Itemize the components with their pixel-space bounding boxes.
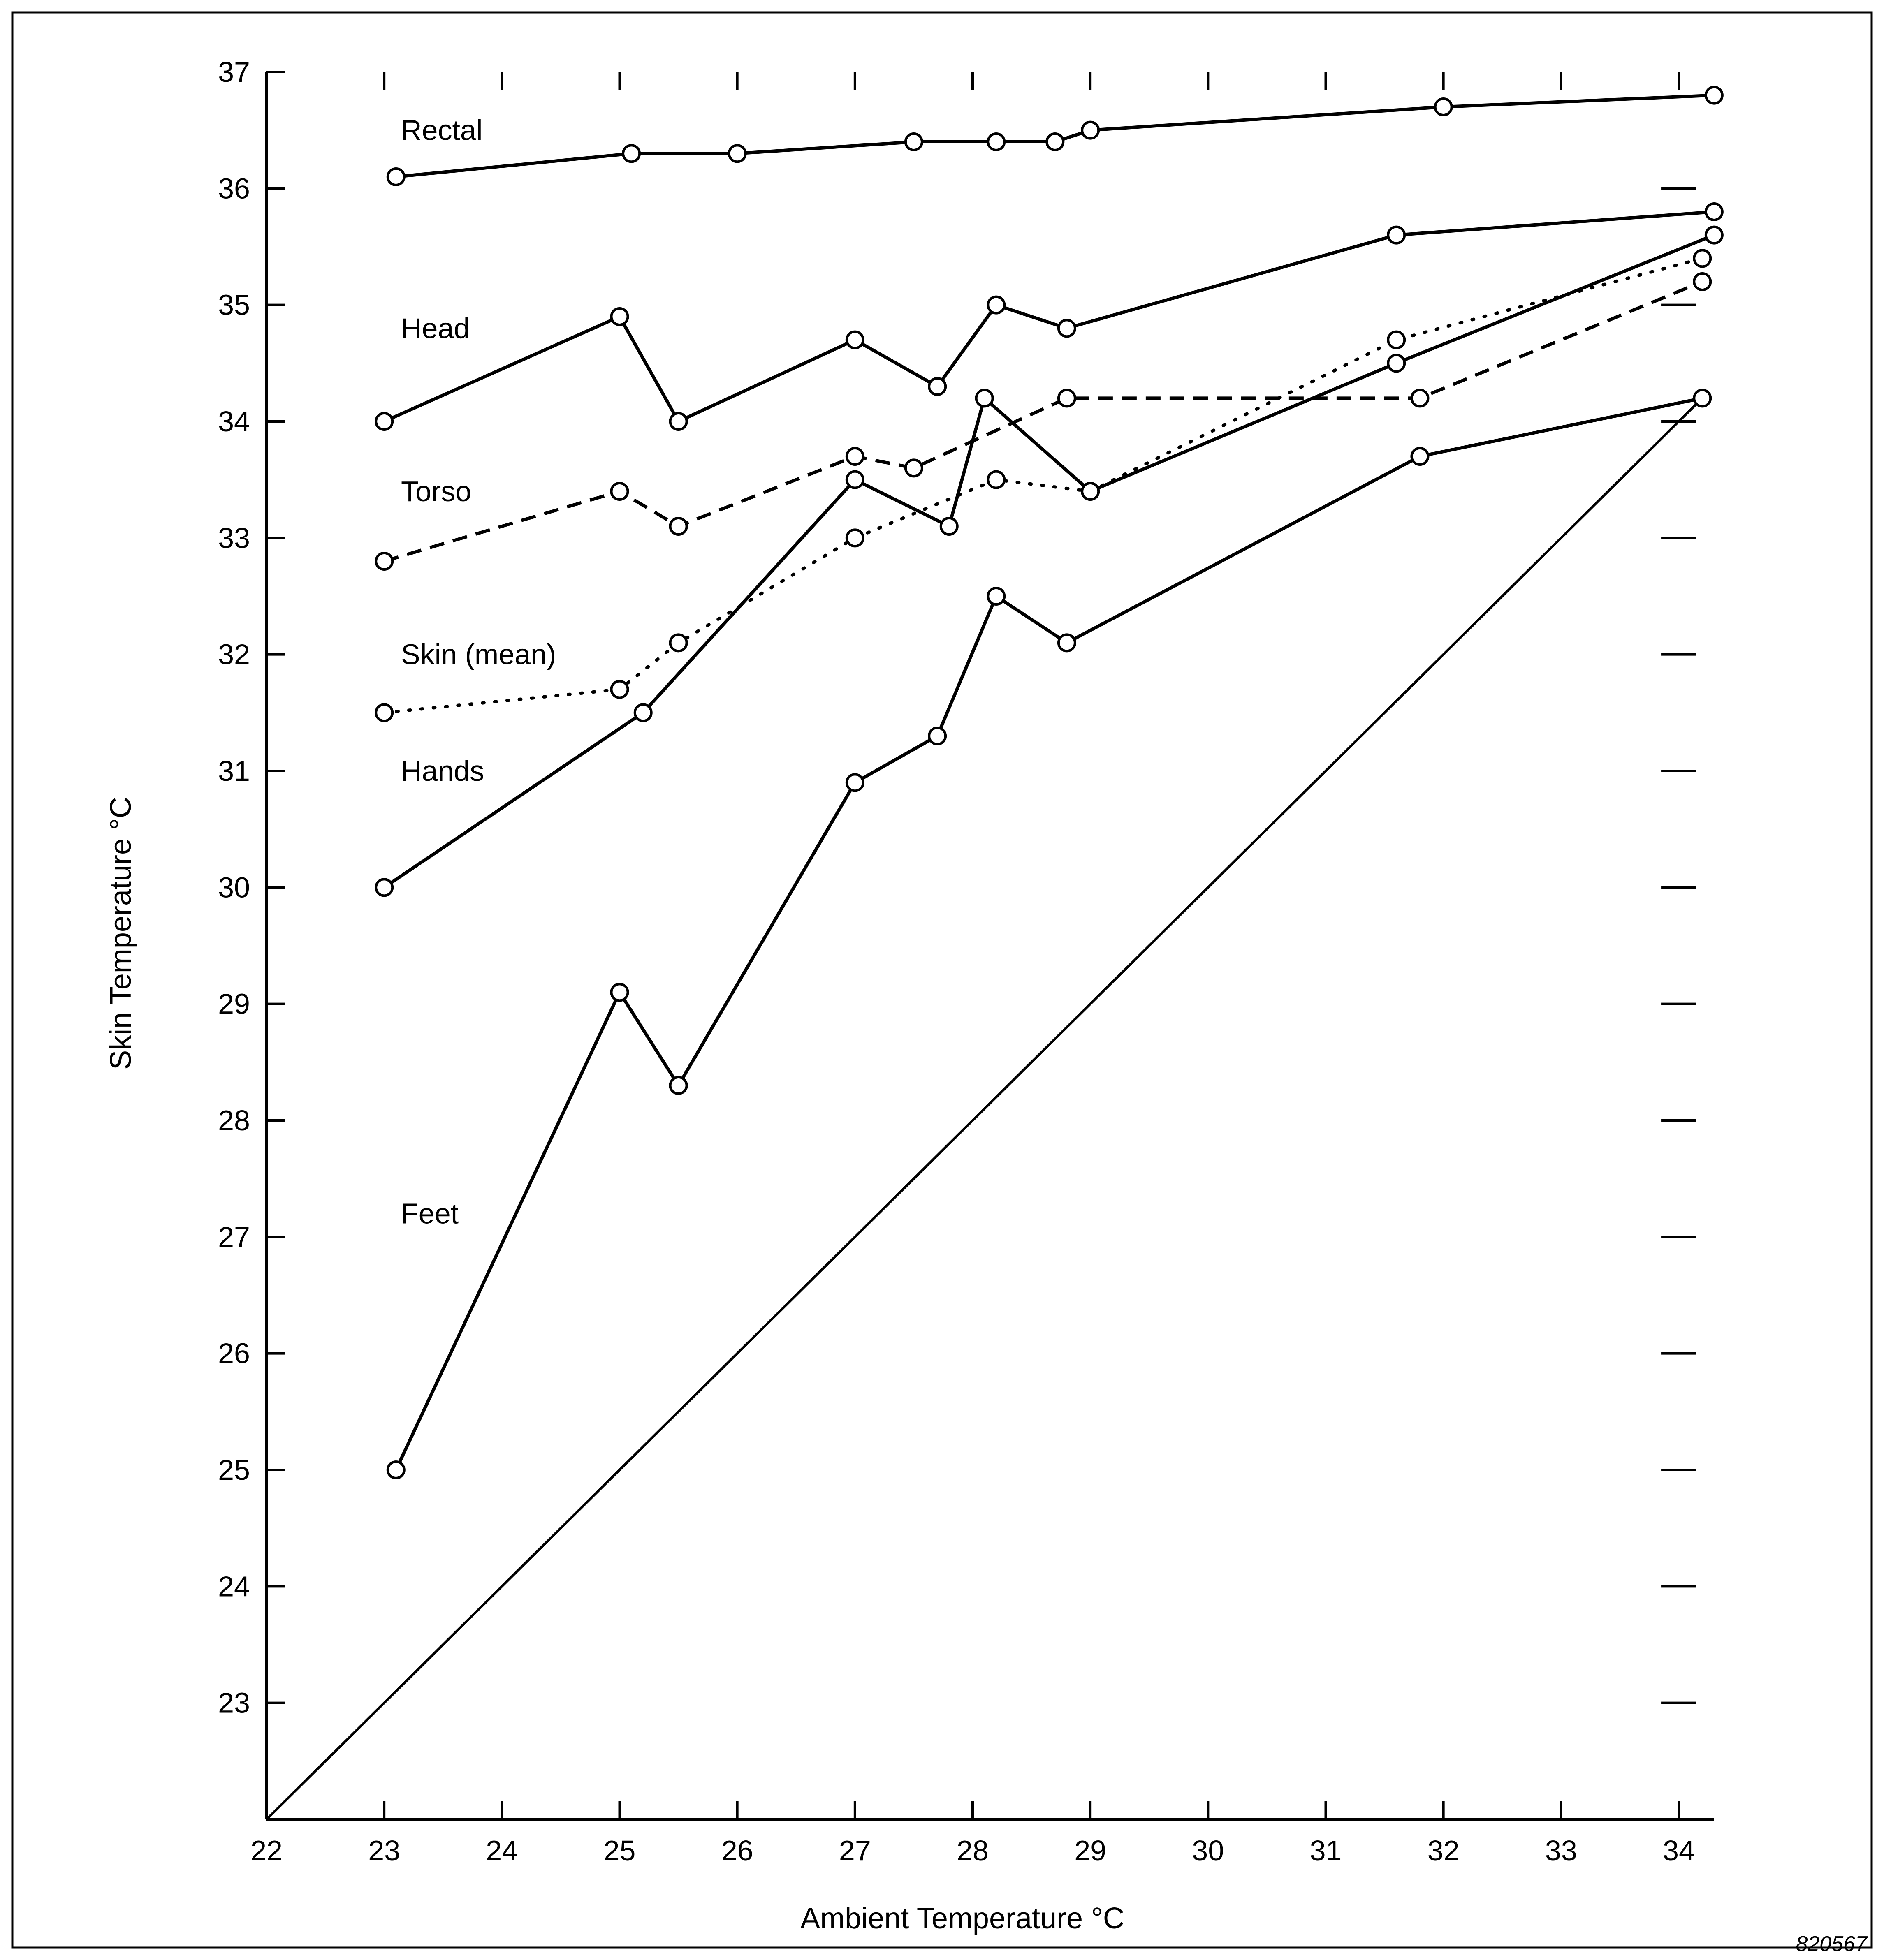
data-point [1057,389,1076,408]
data-point [845,773,864,792]
data-point [845,330,864,349]
data-point [1045,132,1065,151]
data-point [987,132,1006,151]
y-tick-label: 24 [218,1570,250,1602]
data-point [987,587,1006,606]
data-point [1434,97,1453,116]
data-point [375,878,394,897]
series-label: Torso [401,475,471,507]
x-tick-label: 32 [1427,1835,1460,1867]
data-point [610,983,629,1002]
y-tick-label: 25 [218,1454,250,1486]
y-tick-label: 30 [218,871,250,903]
data-point [1693,389,1712,408]
x-tick-label: 22 [250,1835,283,1867]
data-point [975,389,994,408]
series-line-skin-mean [382,257,1704,715]
x-tick-label: 29 [1074,1835,1106,1867]
data-point [375,412,394,431]
series-label: Skin (mean) [401,639,556,671]
data-point [669,1076,688,1095]
data-point [1693,249,1712,268]
data-point [1081,482,1100,501]
y-tick-label: 23 [218,1687,250,1719]
data-point [1387,225,1406,245]
data-point [845,470,864,489]
data-point [1387,330,1406,349]
data-point [386,167,406,186]
y-tick-label: 28 [218,1104,250,1136]
data-point [669,412,688,431]
data-point [669,633,688,653]
data-point [728,144,747,163]
data-point [845,528,864,548]
x-tick-label: 34 [1663,1835,1695,1867]
x-tick-label: 23 [368,1835,400,1867]
data-point [987,470,1006,489]
y-tick-label: 35 [218,289,250,321]
data-point [386,1460,406,1479]
data-point [928,377,947,396]
identity-line [265,397,1703,1821]
data-point [904,458,923,478]
data-point [1693,272,1712,291]
y-tick-label: 36 [218,172,250,204]
series-label: Rectal [401,114,482,146]
x-tick-label: 26 [721,1835,753,1867]
series-label: Head [401,312,470,344]
data-point [1410,447,1430,466]
x-tick-label: 33 [1545,1835,1577,1867]
data-point [845,447,864,466]
data-point [939,517,959,536]
data-point [610,482,629,501]
y-tick-label: 29 [218,988,250,1020]
data-point [1387,354,1406,373]
y-tick-label: 33 [218,522,250,554]
y-tick-label: 31 [218,755,250,787]
data-point [1704,202,1724,221]
data-point [987,295,1006,315]
data-point [1057,319,1076,338]
x-tick-label: 31 [1310,1835,1342,1867]
data-point [610,680,629,699]
x-tick-label: 24 [486,1835,518,1867]
series-line-torso [384,280,1703,563]
axes-layer: 22 23 24 25 26 27 28 29 30 31 32 33 34 23 24 25 26 27 28 29… [218,56,1714,1867]
x-tick-label: 28 [957,1835,989,1867]
data-point [669,517,688,536]
data-point [1704,225,1724,245]
y-tick-label: 34 [218,405,250,437]
series-label: Feet [401,1198,459,1230]
x-tick-label: 27 [839,1835,871,1867]
data-point [1410,389,1430,408]
y-tick-label: 37 [218,56,250,88]
y-axis-title: Skin Temperature °C [104,797,137,1070]
data-point [1704,86,1724,105]
data-point [375,703,394,722]
figure-id: 820567 [1796,1932,1868,1956]
data-point [610,307,629,326]
data-point [904,132,923,151]
series-label: Hands [401,755,484,787]
data-point [375,552,394,571]
data-point [1081,120,1100,140]
x-tick-label: 25 [604,1835,636,1867]
x-axis-title: Ambient Temperature °C [800,1902,1124,1935]
x-tick-label: 30 [1192,1835,1224,1867]
y-tick-label: 26 [218,1338,250,1370]
series-line-feet [394,396,1703,1471]
data-point [633,703,653,722]
data-point [622,144,641,163]
data-point [928,727,947,745]
series-layer: Rectal Head Torso Skin (mean) Hands Feet [265,86,1724,1821]
data-point [1057,633,1076,653]
y-tick-label: 32 [218,639,250,671]
y-tick-label: 27 [218,1221,250,1253]
chart-frame [11,11,1873,1949]
series-line-hands [383,233,1715,889]
